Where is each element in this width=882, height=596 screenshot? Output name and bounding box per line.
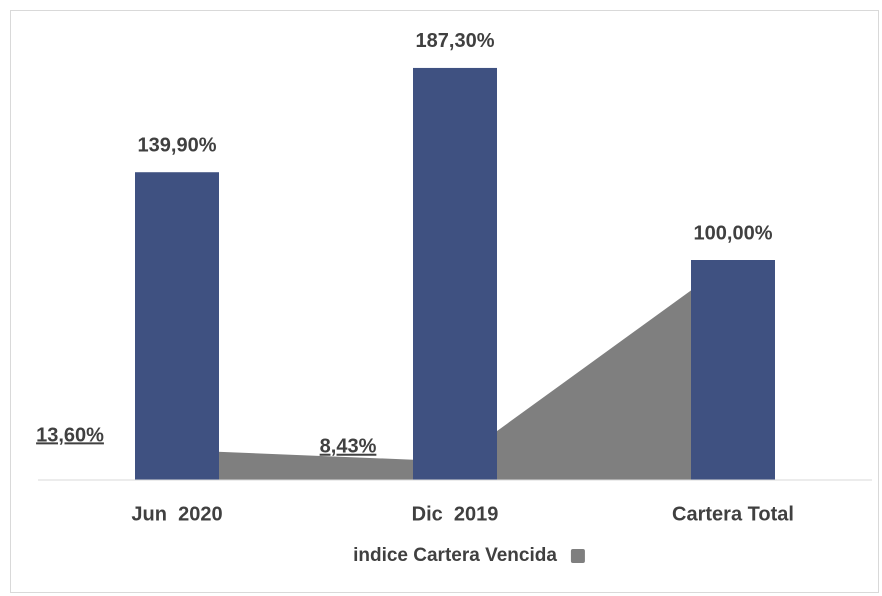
bar-value-label: 100,00% [694, 222, 773, 244]
bar [135, 172, 219, 480]
area-value-label: 13,60% [36, 424, 104, 446]
bar-value-label: 187,30% [416, 30, 495, 52]
x-tick-label: Cartera Total [672, 503, 794, 525]
bar-value-label: 139,90% [138, 135, 217, 157]
area-value-label: 8,43% [320, 436, 377, 458]
bar [691, 260, 775, 480]
bar [413, 67, 497, 480]
legend-label: indice Cartera Vencida [353, 545, 557, 566]
area [177, 260, 733, 480]
x-tick-label: Jun 2020 [131, 503, 222, 525]
legend-swatch [570, 549, 585, 563]
x-tick-label: Dic 2019 [412, 503, 499, 525]
